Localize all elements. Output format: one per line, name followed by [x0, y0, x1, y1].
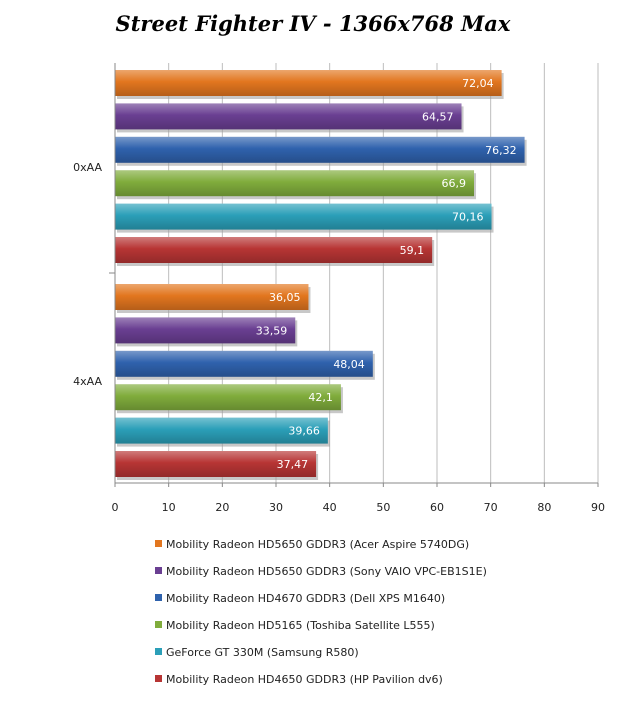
bar — [115, 384, 341, 411]
data-label: 70,16 — [452, 211, 484, 224]
x-tick-label: 70 — [484, 501, 498, 514]
x-tick-label: 0 — [112, 501, 119, 514]
bar — [115, 136, 525, 163]
data-label: 42,1 — [308, 391, 333, 404]
x-tick-label: 20 — [215, 501, 229, 514]
x-tick-label: 30 — [269, 501, 283, 514]
x-tick-label: 40 — [323, 501, 337, 514]
data-label: 48,04 — [333, 358, 365, 371]
data-label: 33,59 — [256, 324, 288, 337]
data-label: 76,32 — [485, 144, 517, 157]
category-label: 4xAA — [73, 375, 102, 388]
legend-swatch — [155, 648, 162, 655]
bar — [115, 103, 462, 130]
data-label: 36,05 — [269, 291, 301, 304]
legend: Mobility Radeon HD5650 GDDR3 (Acer Aspir… — [155, 538, 487, 686]
bars: 72,04 64,57 76,32 66,9 70,16 59,1 36,05 33,59 48… — [115, 70, 527, 480]
legend-swatch — [155, 540, 162, 547]
bar — [115, 237, 433, 263]
legend-label: Mobility Radeon HD5650 GDDR3 (Acer Aspir… — [166, 538, 469, 551]
x-tick-label: 90 — [591, 501, 605, 514]
data-label: 39,66 — [288, 425, 320, 438]
bar — [115, 451, 317, 477]
legend-swatch — [155, 621, 162, 628]
bar — [115, 203, 492, 230]
legend-swatch — [155, 594, 162, 601]
legend-label: Mobility Radeon HD5650 GDDR3 (Sony VAIO … — [166, 565, 487, 578]
x-tick-label: 10 — [162, 501, 176, 514]
data-label: 37,47 — [277, 458, 309, 471]
legend-label: Mobility Radeon HD5165 (Toshiba Satellit… — [166, 619, 435, 632]
category-label: 0xAA — [73, 161, 102, 174]
chart-title: Street Fighter IV - 1366x768 Max — [116, 11, 511, 36]
bar — [115, 70, 502, 96]
bar — [115, 170, 475, 197]
gridlines — [168, 63, 599, 483]
x-tick-label: 80 — [537, 501, 551, 514]
bar — [115, 350, 373, 377]
bar — [115, 284, 309, 310]
legend-label: Mobility Radeon HD4650 GDDR3 (HP Pavilio… — [166, 673, 443, 686]
x-tick-label: 60 — [430, 501, 444, 514]
axes: 0 10 20 30 40 50 60 70 80 90 0xAA 4xAA — [73, 63, 605, 514]
x-tick-label: 50 — [376, 501, 390, 514]
data-label: 59,1 — [400, 244, 425, 257]
legend-label: GeForce GT 330M (Samsung R580) — [166, 646, 359, 659]
data-label: 64,57 — [422, 110, 454, 123]
bar — [115, 317, 296, 344]
legend-swatch — [155, 567, 162, 574]
legend-swatch — [155, 675, 162, 682]
data-label: 72,04 — [462, 77, 494, 90]
data-label: 66,9 — [442, 177, 467, 190]
bar — [115, 417, 328, 444]
legend-label: Mobility Radeon HD4670 GDDR3 (Dell XPS M… — [166, 592, 445, 605]
